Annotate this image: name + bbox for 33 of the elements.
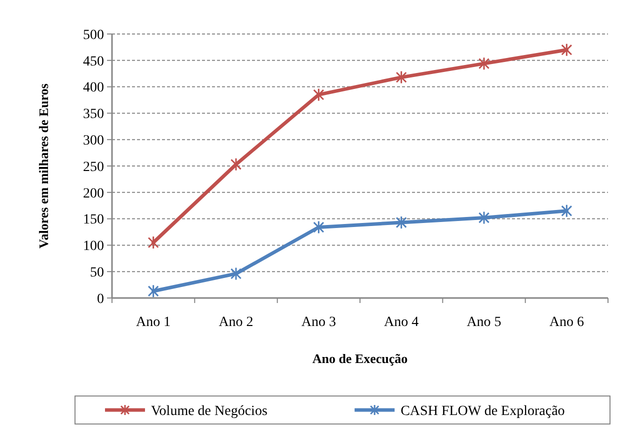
- x-axis-title: Ano de Execução: [312, 351, 408, 366]
- x-tick-label: Ano 3: [301, 315, 336, 330]
- y-tick-label: 450: [83, 54, 104, 70]
- legend-label: CASH FLOW de Exploração: [400, 404, 565, 419]
- point: [148, 284, 159, 298]
- point: [148, 236, 159, 250]
- x-tick-label: Ano 1: [136, 315, 171, 330]
- y-tick-label: 100: [83, 239, 104, 254]
- point: [561, 204, 572, 218]
- y-axis-title: Valores em milhares de Euros: [36, 84, 51, 248]
- y-tick-label: 50: [90, 266, 104, 280]
- y-tick-label: 200: [83, 186, 104, 202]
- point: [396, 216, 407, 230]
- point: [478, 56, 490, 70]
- y-tick-label: 400: [83, 80, 104, 96]
- point: [313, 220, 324, 234]
- point: [396, 70, 407, 84]
- legend-label: Volume de Negócios: [151, 404, 268, 419]
- point: [478, 210, 490, 224]
- x-tick-label: Ano 2: [218, 315, 254, 330]
- x-tick-label: Ano 6: [549, 315, 584, 330]
- y-tick-label: 300: [83, 134, 104, 148]
- y-tick-label: 350: [83, 107, 104, 122]
- point: [561, 43, 572, 57]
- y-tick-label: 500: [83, 28, 104, 43]
- y-tick-label: 150: [83, 212, 104, 228]
- x-tick-label: Ano 5: [466, 315, 502, 330]
- y-tick-label: 0: [97, 292, 104, 307]
- point: [230, 266, 242, 280]
- y-tick-label: 250: [83, 160, 104, 175]
- x-tick-label: Ano 4: [384, 315, 419, 330]
- point: [230, 158, 242, 172]
- point: [313, 88, 324, 102]
